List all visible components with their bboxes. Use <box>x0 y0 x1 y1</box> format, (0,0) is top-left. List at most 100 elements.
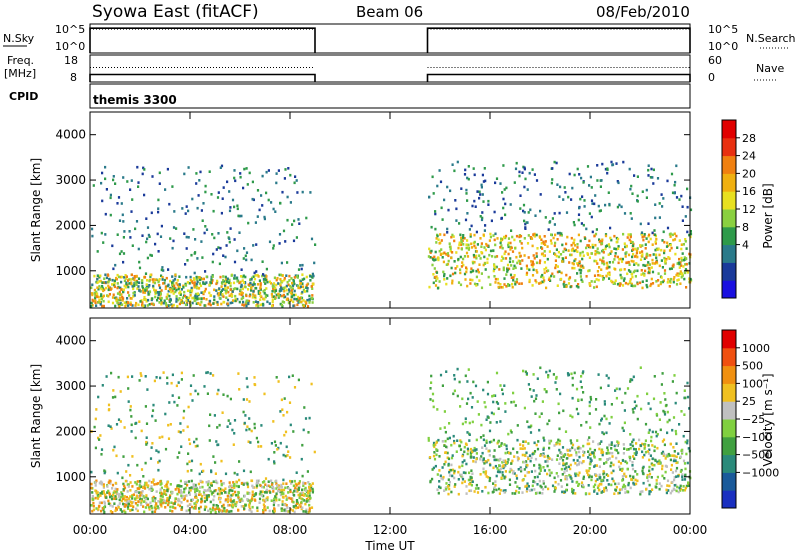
velocity-cell <box>129 508 132 512</box>
power-cell <box>583 199 586 202</box>
power-cell <box>623 277 626 280</box>
velocity-cell <box>603 462 606 465</box>
power-cell <box>236 280 239 283</box>
velocity-cell <box>207 494 210 497</box>
velocity-cell <box>435 453 438 457</box>
power-cell <box>642 263 645 267</box>
velocity-cell <box>684 473 687 477</box>
velocity-cell <box>485 439 488 443</box>
power-cell <box>633 174 636 177</box>
velocity-cell <box>466 452 469 456</box>
velocity-cell <box>571 491 575 495</box>
velocity-cell <box>529 431 533 434</box>
velocity-cell <box>224 472 228 476</box>
velocity-cell <box>438 469 441 472</box>
power-cell <box>620 268 623 271</box>
freq-line-segment <box>89 73 316 82</box>
power-cell <box>504 213 507 217</box>
power-cell <box>654 242 657 245</box>
velocity-cell <box>206 371 209 374</box>
velocity-cell <box>634 448 637 451</box>
power-cell <box>194 238 197 241</box>
power-cell <box>225 280 228 283</box>
velocity-cell <box>284 486 287 490</box>
power-cell <box>452 235 455 238</box>
power-cell <box>520 282 523 285</box>
velocity-cell <box>635 404 638 408</box>
velocity-cell <box>621 475 624 478</box>
power-cell <box>465 192 468 195</box>
power-cell <box>289 201 292 204</box>
velocity-cell <box>475 457 478 461</box>
velocity-cell <box>166 499 169 503</box>
power-cell <box>174 286 177 290</box>
velocity-cell <box>185 509 188 513</box>
power-cell <box>611 280 614 284</box>
power-cell <box>101 304 104 308</box>
velocity-cell <box>176 486 179 489</box>
velocity-cell <box>461 454 464 458</box>
velocity-cell <box>588 475 591 479</box>
power-cell <box>105 276 108 280</box>
velocity-cell <box>588 436 591 439</box>
velocity-cell <box>533 488 536 491</box>
power-cell <box>254 286 257 290</box>
power-cell <box>561 243 564 247</box>
power-cell <box>100 181 103 185</box>
velocity-cell <box>582 477 585 480</box>
velocity-cell <box>94 489 97 492</box>
velocity-cell <box>209 510 212 514</box>
power-cell <box>636 200 639 203</box>
velocity-cell <box>254 383 257 387</box>
power-cell <box>437 256 440 259</box>
velocity-cell <box>244 504 247 507</box>
velocity-cell <box>288 375 291 379</box>
velocity-cell <box>103 506 106 509</box>
power-cell <box>450 235 453 239</box>
power-cell <box>128 282 131 285</box>
velocity-cell <box>115 490 118 494</box>
velocity-cell <box>458 465 461 469</box>
velocity-cell <box>607 474 610 477</box>
velocity-cell <box>97 436 100 440</box>
velocity-cell <box>489 421 492 424</box>
velocity-cell <box>495 421 498 424</box>
velocity-cell <box>304 482 307 485</box>
velocity-cell <box>117 504 120 508</box>
power-cell <box>202 282 205 285</box>
velocity-cell <box>285 504 288 507</box>
velocity-cell <box>155 376 158 379</box>
power-cell <box>512 276 515 279</box>
power-cell <box>173 210 176 213</box>
power-cell <box>153 281 157 285</box>
velocity-cell <box>601 490 604 493</box>
power-cell <box>274 297 277 300</box>
power-cell <box>518 282 521 285</box>
power-cell <box>579 271 582 275</box>
power-cell <box>155 291 158 294</box>
power-cell <box>161 276 164 279</box>
velocity-cell <box>290 480 294 483</box>
colorbar-swatch <box>722 330 736 349</box>
power-cell <box>95 304 98 307</box>
velocity-cell <box>123 484 126 488</box>
power-cell <box>271 295 274 298</box>
velocity-cell <box>540 412 543 415</box>
velocity-cell <box>620 488 624 491</box>
velocity-cell <box>182 416 185 420</box>
power-cell <box>138 266 142 270</box>
velocity-cell <box>286 454 289 457</box>
power-cell <box>660 281 663 284</box>
power-cell <box>673 276 676 279</box>
velocity-cell <box>157 461 160 464</box>
velocity-cell <box>446 456 449 460</box>
power-cell <box>572 221 575 224</box>
velocity-cell <box>487 476 490 479</box>
velocity-cell <box>541 453 544 457</box>
power-cell <box>131 198 134 201</box>
power-cell <box>459 255 462 259</box>
velocity-cell <box>170 381 173 385</box>
velocity-cell <box>207 509 210 513</box>
velocity-cell <box>541 400 544 403</box>
power-cell <box>161 278 164 281</box>
